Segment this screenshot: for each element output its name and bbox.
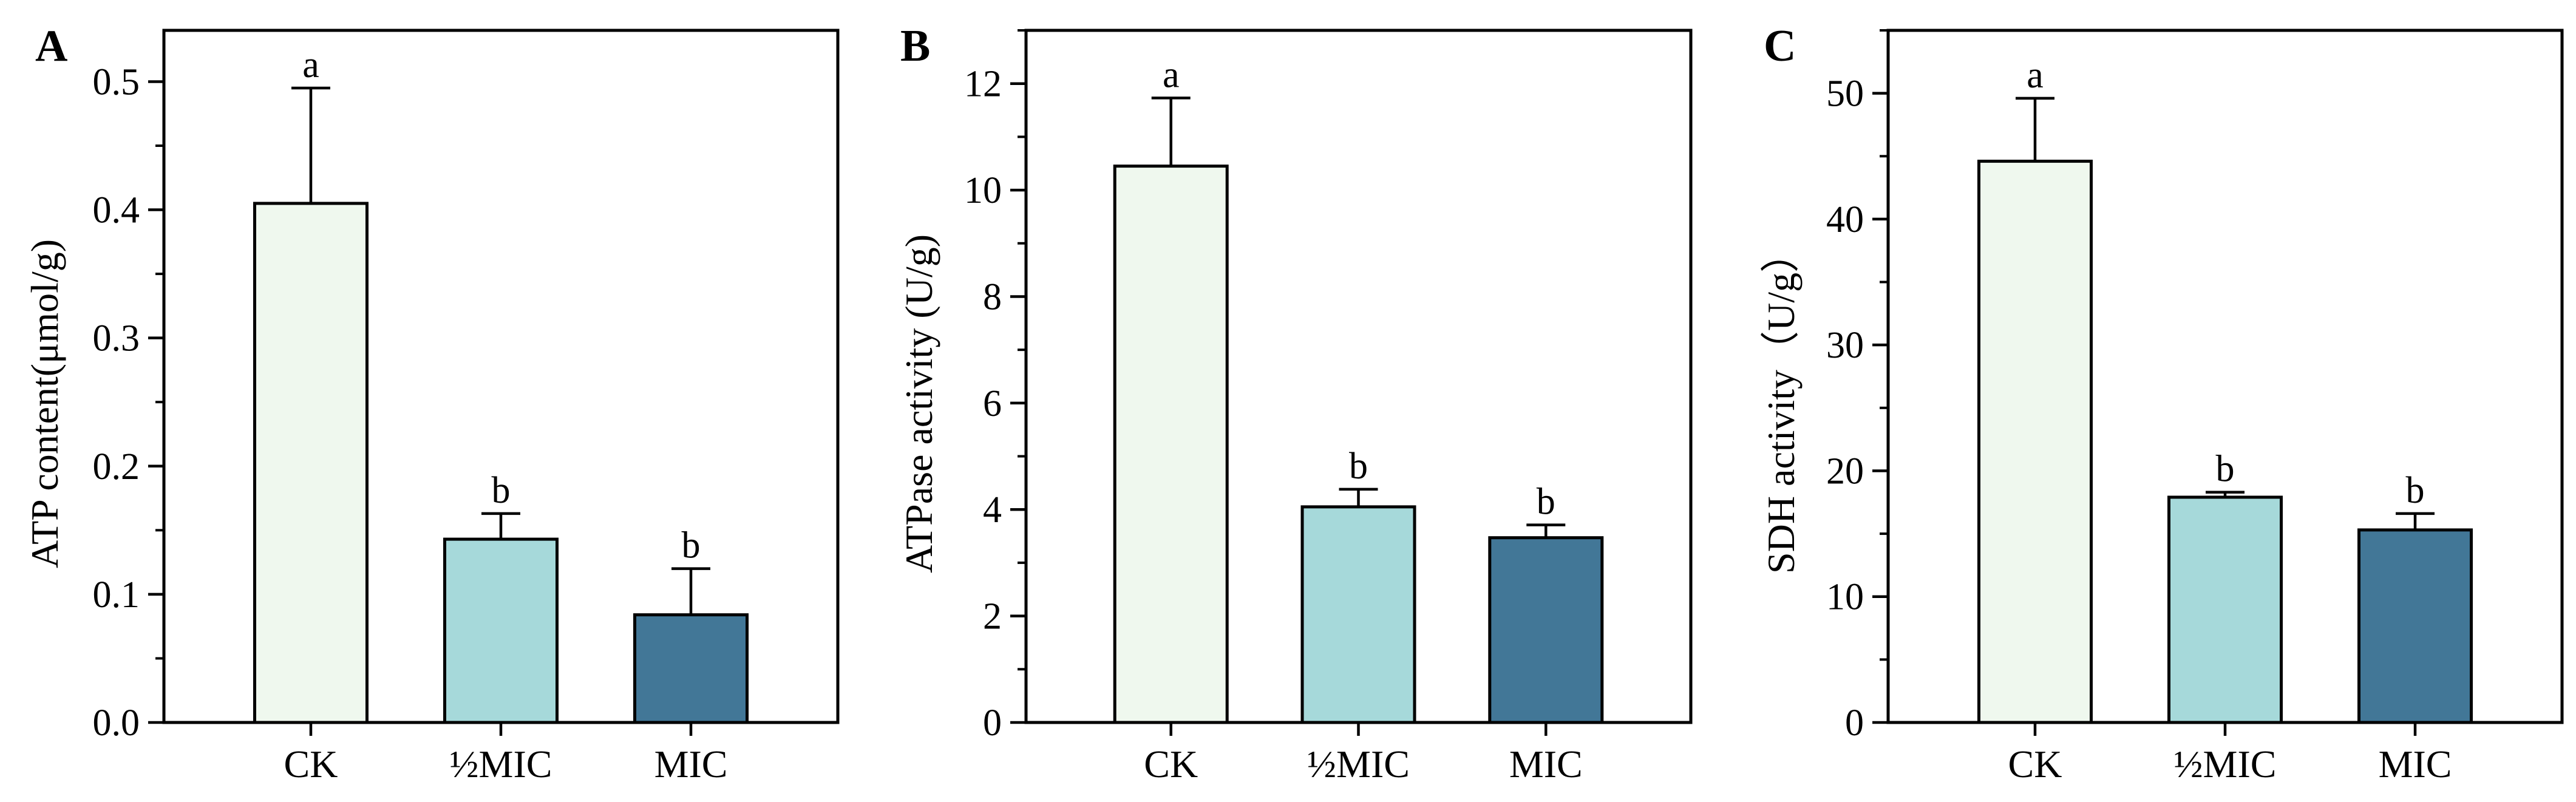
y-axis-label-c: SDH activity（U/g） [1759, 234, 1803, 574]
bar-c-2 [2167, 495, 2283, 724]
x-ticks-c: CK ½MIC MIC [2008, 722, 2452, 786]
x-tick-label-a-2: ½MIC [450, 743, 552, 786]
bars-b [1113, 165, 1604, 724]
x-tick-label-b-2: ½MIC [1307, 743, 1410, 786]
y-axis-label-b: ATPase activity (U/g) [897, 234, 940, 573]
x-tick-label-a-3: MIC [654, 743, 728, 786]
y-axis-label-a: ATP content(μmol/g) [23, 239, 66, 568]
y-tick-label-b-4: 6 [983, 383, 1002, 424]
x-ticks-b: CK ½MIC MIC [1144, 722, 1583, 786]
y-ticks-b: 0 2 4 6 8 10 12 [964, 29, 1026, 744]
y-tick-label-c-3: 20 [1826, 450, 1864, 492]
bar-a-1 [253, 202, 369, 724]
y-tick-label-a-6: 0.5 [93, 61, 140, 103]
x-tick-label-b-1: CK [1144, 743, 1198, 786]
significance-labels-b: a b b [1163, 54, 1555, 522]
x-tick-label-c-3: MIC [2379, 743, 2452, 786]
error-bars-c [2015, 97, 2435, 530]
significance-labels-a: a b b [302, 44, 700, 566]
y-tick-label-c-4: 30 [1826, 325, 1864, 366]
y-tick-label-c-1: 0 [1845, 702, 1864, 744]
panel-a: A ATP content(μmol/g) abb 0.00.10.20.30.… [23, 21, 840, 786]
panel-label-a: A [35, 21, 67, 71]
bar-c-3 [2357, 528, 2473, 724]
error-bars-a [291, 86, 711, 615]
significance-label-a-2: b [492, 470, 511, 511]
bar-c-1 [1977, 160, 2093, 724]
y-tick-label-c-2: 10 [1826, 577, 1864, 618]
y-tick-label-c-5: 40 [1826, 199, 1864, 240]
y-tick-label-b-3: 4 [983, 489, 1002, 531]
significance-label-b-2: b [1349, 446, 1368, 487]
y-tick-label-a-2: 0.1 [93, 574, 140, 616]
x-tick-label-c-2: ½MIC [2174, 743, 2277, 786]
significance-label-c-3: b [2406, 470, 2425, 511]
significance-label-b-1: a [1163, 54, 1180, 95]
bar-b-3 [1488, 536, 1604, 724]
y-ticks-a: 0.0 0.1 0.2 0.3 0.4 0.5 [93, 61, 164, 744]
x-tick-label-b-3: MIC [1509, 743, 1583, 786]
y-tick-label-a-3: 0.2 [93, 446, 140, 488]
panel-c: C SDH activity（U/g） a b b 0 10 20 30 40 50 CK ½M… [1759, 21, 2564, 786]
x-ticks-a: CK ½MIC MIC [284, 722, 728, 786]
y-tick-label-c-6: 50 [1826, 73, 1864, 115]
bar-b-2 [1300, 505, 1416, 724]
panel-label-b: B [900, 21, 930, 71]
significance-label-c-2: b [2216, 449, 2235, 490]
x-tick-label-a-1: CK [284, 743, 338, 786]
y-tick-label-b-5: 8 [983, 276, 1002, 318]
bar-a-2 [443, 537, 559, 724]
panel-label-c: C [1764, 21, 1796, 71]
y-tick-label-a-5: 0.4 [93, 190, 140, 231]
significance-labels-c: a b b [2027, 55, 2424, 511]
panel-b: B ATPase activity (U/g) a b b 0 2 4 6 8 10 12 CK… [897, 21, 1693, 786]
significance-label-b-3: b [1537, 481, 1555, 523]
significance-label-c-1: a [2027, 55, 2044, 96]
bars-c [1977, 160, 2473, 724]
error-bars-b [1151, 97, 1566, 538]
significance-label-a-3: b [682, 525, 701, 566]
bar-a-3 [633, 613, 749, 724]
y-tick-label-a-4: 0.3 [93, 318, 140, 359]
bars-a [253, 202, 749, 724]
y-tick-label-b-2: 2 [983, 596, 1002, 637]
y-tick-label-b-1: 0 [983, 702, 1002, 744]
x-tick-label-c-1: CK [2008, 743, 2062, 786]
y-tick-label-a-1: 0.0 [93, 702, 140, 744]
y-tick-label-b-7: 12 [964, 64, 1002, 105]
bar-b-1 [1113, 165, 1229, 724]
y-tick-label-b-6: 10 [964, 170, 1002, 211]
significance-label-a-1: a [302, 44, 319, 86]
y-ticks-c: 0 10 20 30 40 50 [1826, 29, 1888, 744]
